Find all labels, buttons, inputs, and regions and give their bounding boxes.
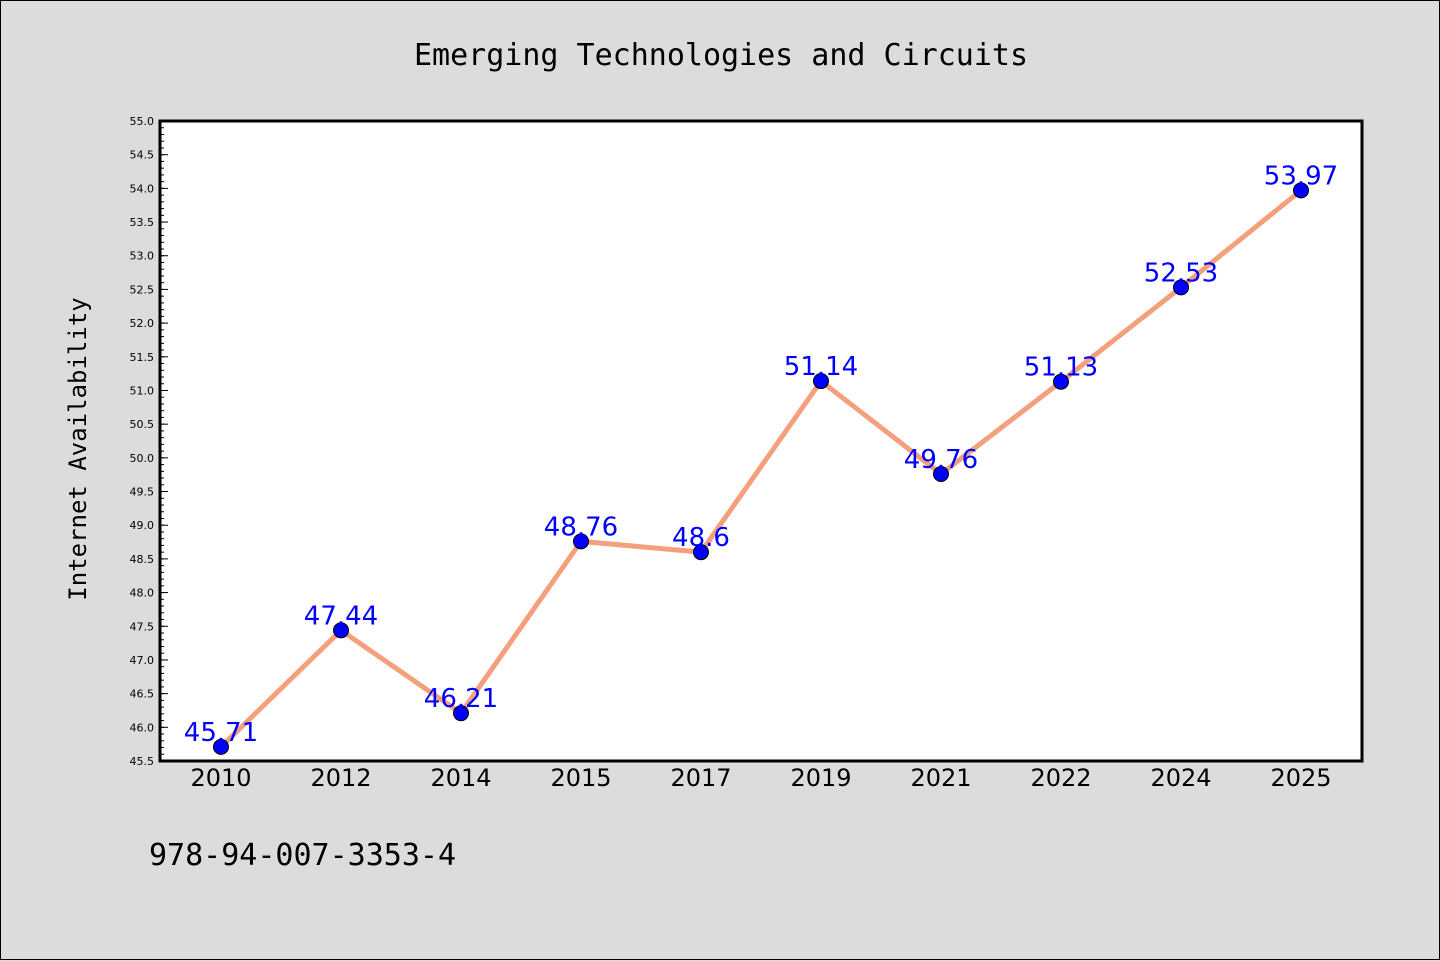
plot-border: [158, 119, 1364, 763]
y-tick-label: 52.0: [130, 317, 155, 330]
data-point: [573, 533, 589, 550]
data-label: 46.21: [424, 684, 498, 714]
plot-area: [160, 121, 1362, 761]
y-tick-label: 54.0: [130, 182, 155, 195]
data-label: 49.76: [904, 445, 978, 475]
data-label: 45.71: [184, 718, 258, 748]
x-tick-label: 2024: [1150, 764, 1211, 792]
data-point: [1293, 182, 1309, 199]
y-axis-label: Internet Availability: [64, 297, 92, 600]
data-point: [693, 544, 709, 561]
y-tick-label: 46.5: [130, 688, 155, 701]
x-tick-label: 2021: [910, 764, 971, 792]
x-tick-label: 2010: [190, 764, 251, 792]
data-label: 53.97: [1264, 161, 1338, 191]
data-point: [213, 738, 229, 755]
markers-layer: [213, 182, 1309, 755]
series-layer: [218, 187, 1304, 750]
y-tick-label: 51.5: [130, 351, 155, 364]
x-tick-label: 2014: [430, 764, 491, 792]
y-tick-label: 48.5: [130, 553, 155, 566]
chart-title: Emerging Technologies and Circuits: [414, 38, 1028, 73]
y-tick-label: 48.0: [130, 587, 155, 600]
data-point: [453, 705, 469, 722]
y-tick-label: 50.5: [130, 418, 155, 431]
x-axis-ticks: 2010 2012 2014 2015 2017 2019 2021 2022 2024 2025: [190, 764, 1331, 792]
data-point: [933, 466, 949, 483]
data-label: 51.14: [784, 352, 858, 382]
y-tick-label: 49.5: [130, 486, 155, 499]
data-label: 48.6: [672, 523, 730, 553]
y-axis-ticks: 45.5 46.0 46.5 47.0 47.5 48.0 48.5 49.0 49.5 50.0…: [130, 115, 168, 768]
series-line: [218, 187, 1304, 750]
x-tick-label: 2022: [1030, 764, 1091, 792]
y-tick-label: 53.0: [130, 250, 155, 263]
data-point: [1173, 279, 1189, 296]
y-tick-label: 47.0: [130, 654, 155, 667]
y-tick-label: 49.0: [130, 519, 155, 532]
data-labels-layer: 45.71 47.44 46.21 48.76 48.6 51.14 49.76 51.13 5…: [184, 161, 1338, 747]
x-tick-label: 2015: [550, 764, 611, 792]
y-tick-label: 46.0: [130, 721, 155, 734]
y-tick-label: 51.0: [130, 384, 155, 397]
y-tick-label: 47.5: [130, 620, 155, 633]
isbn-footer: 978-94-007-3353-4: [149, 838, 456, 873]
y-tick-label: 52.5: [130, 283, 155, 296]
x-tick-label: 2025: [1270, 764, 1331, 792]
data-label: 47.44: [304, 601, 378, 631]
y-tick-label: 55.0: [130, 115, 155, 128]
data-label: 52.53: [1144, 258, 1218, 288]
data-point: [1053, 373, 1069, 390]
data-point: [333, 622, 349, 639]
y-tick-label: 45.5: [130, 755, 155, 768]
x-tick-label: 2017: [670, 764, 731, 792]
y-tick-label: 50.0: [130, 452, 155, 465]
data-point: [813, 373, 829, 390]
x-tick-label: 2012: [310, 764, 371, 792]
y-tick-label: 53.5: [130, 216, 155, 229]
data-label: 48.76: [544, 512, 618, 542]
x-tick-label: 2019: [790, 764, 851, 792]
data-label: 51.13: [1024, 353, 1098, 383]
y-tick-label: 54.5: [130, 149, 155, 162]
